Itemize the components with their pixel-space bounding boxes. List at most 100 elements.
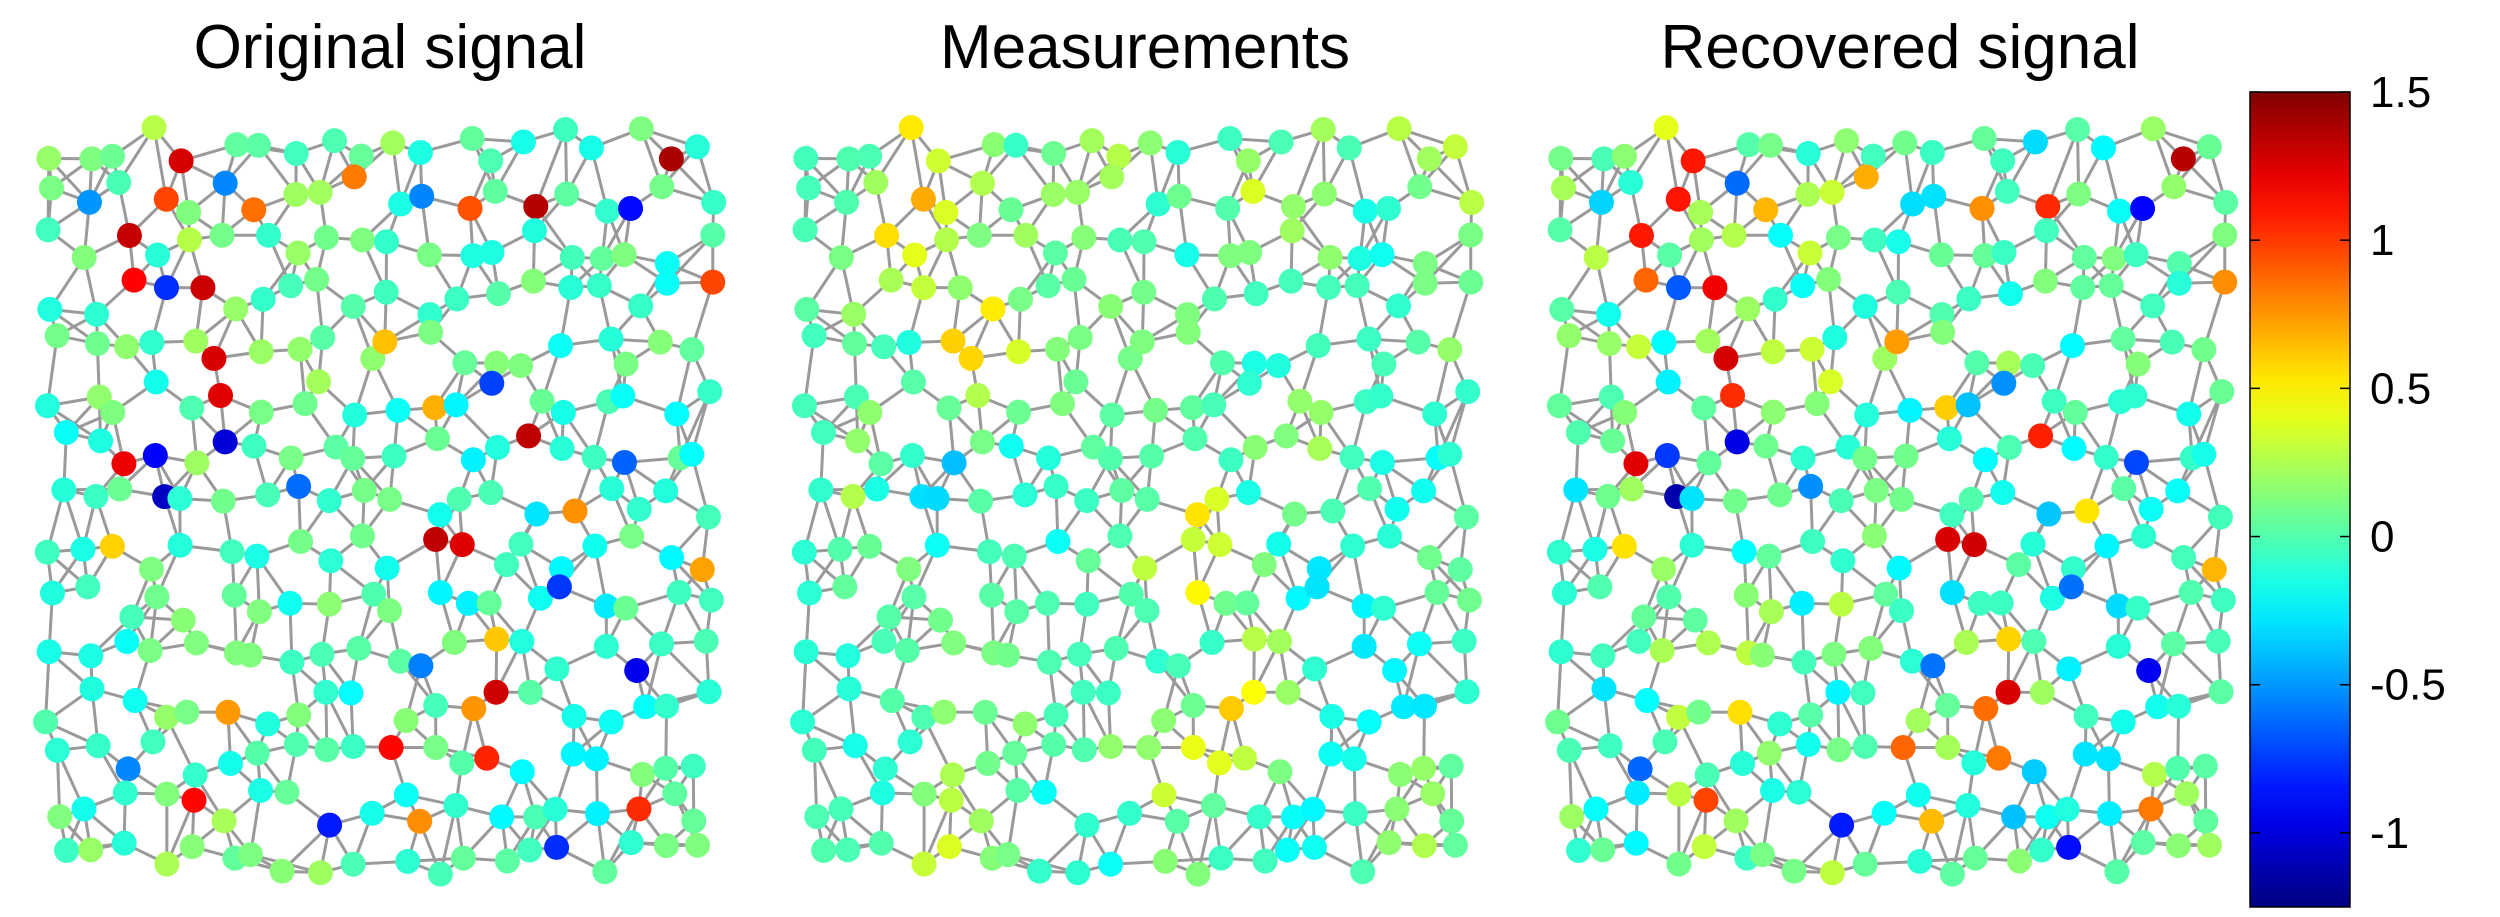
graph-node — [1273, 423, 1299, 449]
graph-node — [1735, 296, 1761, 322]
graph-node — [1386, 293, 1412, 319]
graph-node — [1939, 580, 1965, 606]
graph-node — [407, 808, 433, 834]
graph-node — [1279, 218, 1305, 244]
graph-node — [346, 635, 372, 661]
graph-node — [1182, 426, 1208, 452]
graph-node — [1627, 756, 1653, 782]
graph-node — [374, 229, 400, 255]
graph-node — [2105, 593, 2131, 619]
graph-node — [1721, 222, 1747, 248]
graph-node — [2130, 830, 2156, 856]
graph-node — [1696, 450, 1722, 476]
graph-node — [840, 483, 866, 509]
graph-node — [1074, 812, 1100, 838]
graph-node — [2161, 631, 2187, 657]
graph-node — [37, 296, 63, 322]
graph-node — [2174, 781, 2200, 807]
graph-node — [489, 804, 515, 830]
graph-node — [1458, 269, 1484, 295]
graph-node — [1231, 745, 1257, 771]
graph-node — [1107, 227, 1133, 253]
graph-node — [1439, 808, 1465, 834]
graph-node — [1134, 486, 1160, 512]
graph-node — [461, 696, 487, 722]
graph-node — [1407, 174, 1433, 200]
graph-node — [1688, 199, 1714, 225]
graph-node — [1369, 242, 1395, 268]
graph-node — [1071, 737, 1097, 763]
graph-node — [1829, 812, 1855, 838]
graph-node — [2123, 449, 2149, 475]
graph-node — [1750, 842, 1776, 868]
graph-node — [279, 649, 305, 675]
graph-node — [927, 607, 953, 633]
graph-node — [938, 787, 964, 813]
graph-node — [1795, 731, 1821, 757]
graph-node — [841, 331, 867, 357]
graph-node — [2212, 269, 2238, 295]
graph-node — [835, 643, 861, 669]
graph-node — [309, 641, 335, 667]
graph-node — [1145, 191, 1171, 217]
graph-node — [546, 574, 572, 600]
graph-node — [1897, 397, 1923, 423]
graph-node — [1456, 587, 1482, 613]
graph-node — [1098, 851, 1124, 877]
graph-node — [274, 779, 300, 805]
graph-node — [654, 693, 680, 719]
graph-node — [1305, 333, 1331, 359]
graph-node — [78, 643, 104, 669]
graph-node — [610, 383, 636, 409]
graph-node — [1799, 336, 1825, 362]
graph-node — [1308, 399, 1334, 425]
graph-node — [698, 587, 724, 613]
graph-node — [450, 845, 476, 871]
graph-node — [84, 331, 110, 357]
graph-node — [1893, 443, 1919, 469]
graph-node — [2145, 694, 2171, 720]
graph-node — [1935, 734, 1961, 760]
graph-node — [1377, 523, 1403, 549]
graph-node — [689, 557, 715, 583]
graph-node — [1200, 793, 1226, 819]
graph-node — [190, 275, 216, 301]
graph-node — [517, 679, 543, 705]
graph-node — [1695, 630, 1721, 656]
graph-node — [1828, 591, 1854, 617]
graph-node — [1626, 334, 1652, 360]
graph-node — [1936, 426, 1962, 452]
graph-node — [1995, 679, 2021, 705]
graph-node — [1563, 477, 1589, 503]
graph-node — [561, 703, 587, 729]
graph-node — [1886, 229, 1912, 255]
graph-node — [2141, 761, 2167, 787]
graph-node — [1666, 275, 1692, 301]
graph-node — [1852, 293, 1878, 319]
graph-node — [834, 189, 860, 215]
graph-node — [1666, 704, 1692, 730]
graph-node — [2033, 218, 2059, 244]
graph-node — [1666, 851, 1692, 877]
graph-node — [1731, 539, 1757, 565]
graph-node — [2123, 242, 2149, 268]
graph-node — [418, 319, 444, 345]
graph-node — [444, 286, 470, 312]
graph-node — [223, 296, 249, 322]
graph-node — [654, 251, 680, 277]
panel-title-original: Original signal — [194, 13, 587, 82]
graph-node — [378, 734, 404, 760]
graph-node — [626, 796, 652, 822]
graph-node — [51, 477, 77, 503]
graph-node — [1065, 179, 1091, 205]
graph-node — [1583, 796, 1609, 822]
graph-node — [1994, 178, 2020, 204]
graph-node — [2022, 129, 2048, 155]
graph-node — [2136, 657, 2162, 683]
graph-node — [1336, 135, 1362, 161]
graph-node — [1306, 556, 1332, 582]
graph-node — [1834, 128, 1860, 154]
graph-node — [1795, 140, 1821, 166]
graph-node — [1997, 434, 2023, 460]
graph-node — [1034, 590, 1060, 616]
